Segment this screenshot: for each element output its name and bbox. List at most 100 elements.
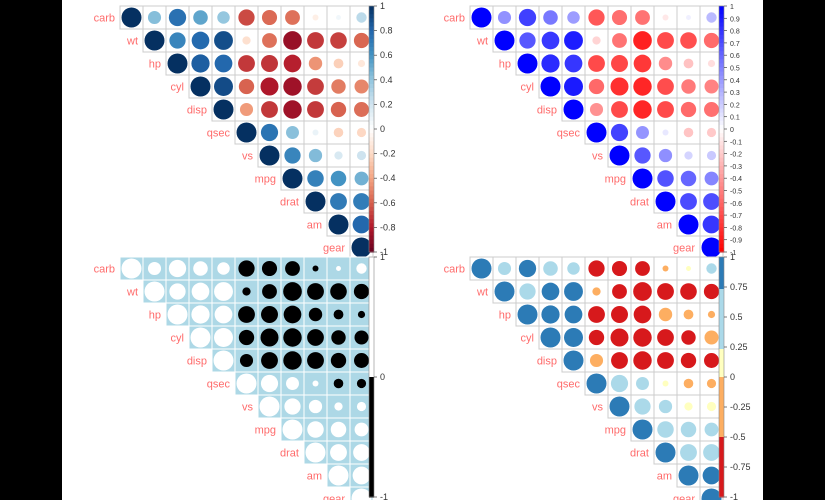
corr-circle-disp-am bbox=[330, 352, 347, 369]
colorbar-tick-label: 1 bbox=[730, 4, 734, 11]
colorbar-segment bbox=[719, 305, 724, 310]
corr-circle-wt-hp bbox=[519, 32, 536, 49]
row-label-vs: vs bbox=[592, 402, 604, 414]
corr-circle-carb-mpg bbox=[635, 261, 650, 276]
colorbar-segment bbox=[719, 92, 724, 97]
colorbar-segment bbox=[719, 477, 724, 482]
corr-circle-qsec-vs bbox=[610, 374, 629, 393]
colorbar-segment bbox=[719, 333, 724, 338]
colorbar-tick-label: 0.8 bbox=[380, 26, 393, 36]
colorbar-segment bbox=[719, 257, 724, 262]
corr-circle-carb-hp bbox=[168, 259, 187, 278]
colorbar-segment bbox=[369, 190, 374, 196]
colorbar-tick-label: 0.8 bbox=[730, 29, 740, 36]
corr-circle-wt-qsec bbox=[592, 36, 601, 45]
corr-circle-hp-disp bbox=[564, 305, 583, 324]
colorbar-segment bbox=[719, 369, 724, 374]
corr-circle-qsec-qsec bbox=[586, 373, 607, 394]
corr-circle-cyl-am bbox=[681, 330, 696, 345]
corr-circle-am-gear bbox=[352, 466, 371, 485]
row-label-gear: gear bbox=[323, 243, 345, 255]
colorbar-segment bbox=[719, 293, 724, 298]
corr-circle-wt-qsec bbox=[242, 36, 251, 45]
corr-circle-wt-wt bbox=[144, 281, 165, 302]
corr-circle-carb-wt bbox=[497, 261, 512, 276]
colorbar-segment bbox=[719, 14, 724, 19]
corr-circle-carb-vs bbox=[261, 260, 278, 277]
colorbar-segment bbox=[719, 397, 724, 402]
corr-circle-hp-cyl bbox=[541, 54, 560, 73]
colorbar-segment bbox=[369, 449, 374, 454]
colorbar-segment bbox=[369, 108, 374, 114]
corr-circle-hp-am bbox=[333, 58, 344, 69]
colorbar-segment bbox=[369, 100, 374, 105]
corr-circle-mpg-gear bbox=[704, 171, 719, 186]
colorbar-segment bbox=[719, 317, 724, 322]
corr-circle-qsec-gear bbox=[706, 127, 717, 138]
colorbar-segment bbox=[719, 345, 724, 350]
corr-circle-vs-gear bbox=[356, 150, 367, 161]
colorbar-segment bbox=[369, 149, 374, 155]
row-label-drat: drat bbox=[280, 448, 299, 460]
corr-circle-hp-vs bbox=[611, 306, 628, 323]
corr-circle-carb-vs bbox=[611, 9, 628, 26]
colorbar-segment bbox=[369, 385, 374, 390]
colorbar-segment bbox=[369, 421, 374, 426]
corr-circle-carb-carb bbox=[471, 258, 492, 279]
corr-circle-hp-am bbox=[683, 309, 694, 320]
corr-circle-cyl-cyl bbox=[540, 327, 561, 348]
corr-circle-mpg-mpg bbox=[632, 168, 653, 189]
colorbar-segment bbox=[369, 206, 374, 212]
colorbar-segment bbox=[719, 178, 724, 183]
colorbar-segment bbox=[719, 120, 724, 126]
colorbar-segment bbox=[719, 381, 724, 386]
colorbar-segment bbox=[719, 373, 724, 378]
colorbar-tick-label: 0.7 bbox=[730, 41, 740, 48]
corr-circle-hp-gear bbox=[357, 310, 366, 319]
corr-circle-carb-mpg bbox=[285, 10, 300, 25]
row-label-drat: drat bbox=[630, 448, 649, 460]
row-label-vs: vs bbox=[592, 151, 604, 163]
corr-circle-wt-disp bbox=[214, 282, 233, 301]
colorbar-segment bbox=[719, 457, 724, 462]
colorbar-segment bbox=[369, 281, 374, 286]
colorbar-segment bbox=[719, 493, 724, 498]
corr-circle-mpg-am bbox=[330, 421, 347, 438]
corr-circle-cyl-disp bbox=[214, 328, 233, 347]
corr-circle-wt-gear bbox=[703, 283, 720, 300]
corr-circle-vs-drat bbox=[658, 399, 673, 414]
colorbar-segment bbox=[719, 202, 724, 208]
corr-circle-disp-disp bbox=[563, 350, 584, 371]
colorbar-segment bbox=[369, 96, 374, 101]
colorbar-segment bbox=[369, 30, 374, 36]
colorbar-segment bbox=[719, 112, 724, 118]
colorbar-segment bbox=[369, 377, 374, 382]
colorbar-segment bbox=[719, 141, 724, 146]
corr-circle-am-am bbox=[328, 465, 349, 486]
colorbar-segment bbox=[369, 393, 374, 398]
colorbar-tick-label: -0.9 bbox=[730, 238, 742, 245]
corr-circle-hp-mpg bbox=[633, 54, 652, 73]
row-label-carb: carb bbox=[94, 13, 115, 25]
corr-circle-cyl-drat bbox=[307, 78, 324, 95]
corr-circle-carb-am bbox=[336, 15, 341, 20]
corr-circle-carb-drat bbox=[312, 14, 319, 21]
corr-circle-gear-gear bbox=[351, 488, 372, 500]
colorbar-segment bbox=[369, 227, 374, 233]
corr-circle-disp-disp bbox=[213, 350, 234, 371]
corr-circle-disp-mpg bbox=[633, 100, 652, 119]
corr-circle-qsec-qsec bbox=[586, 122, 607, 143]
colorbar-segment bbox=[369, 116, 374, 122]
colorbar-segment bbox=[369, 389, 374, 394]
row-label-vs: vs bbox=[242, 151, 254, 163]
corr-circle-cyl-drat bbox=[307, 329, 324, 346]
colorbar: 1 0.9 0.8 0.7 0.6 0.5 0.4 0.3 0.2 0.1 0 -0.1 -0.2 -0.… bbox=[718, 4, 742, 257]
corr-circle-hp-disp bbox=[214, 305, 233, 324]
colorbar-segment bbox=[369, 349, 374, 354]
corr-circle-wt-wt bbox=[494, 30, 515, 51]
colorbar-segment bbox=[719, 67, 724, 73]
colorbar-segment bbox=[719, 10, 724, 15]
row-label-hp: hp bbox=[149, 59, 161, 71]
